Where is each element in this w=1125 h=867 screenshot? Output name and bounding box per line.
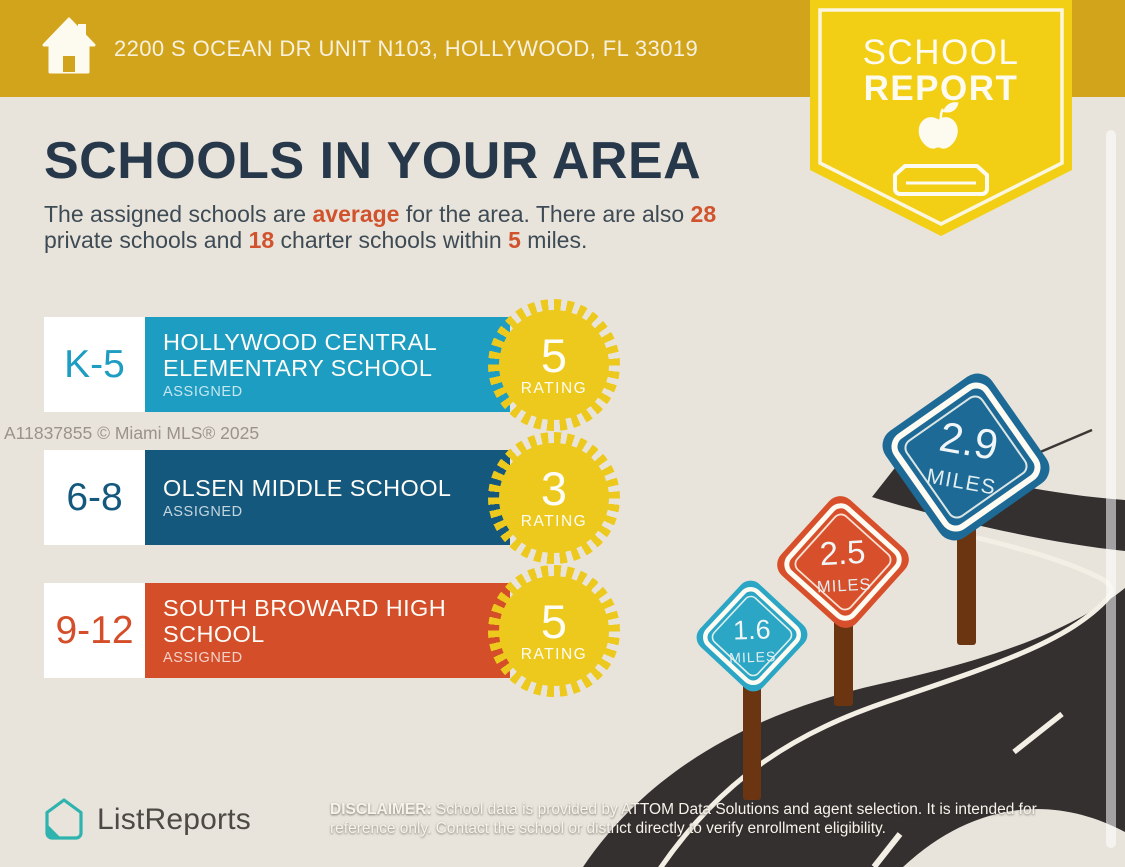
grade-range: 6-8 — [44, 450, 145, 545]
svg-text:MILES: MILES — [729, 648, 777, 666]
starburst-core — [499, 576, 609, 686]
school-row-high: 9-12 SOUTH BROWARD HIGH SCHOOL ASSIGNED … — [44, 565, 620, 697]
rating-label: RATING — [520, 380, 588, 397]
school-row-middle: 6-8 OLSEN MIDDLE SCHOOL ASSIGNED 3 RATIN… — [44, 432, 620, 564]
rating-number: 3 — [540, 462, 568, 515]
school-report-ribbon: SCHOOL REPORT — [810, 0, 1072, 236]
road-dash-2 — [1012, 711, 1064, 755]
rating-label: RATING — [520, 513, 588, 530]
disclaimer: DISCLAIMER: School data is provided by A… — [330, 801, 1037, 837]
sign-post-3 — [957, 460, 976, 645]
ribbon-line2: REPORT — [864, 69, 1019, 108]
svg-text:MILES: MILES — [817, 576, 872, 597]
mls-watermark: A11837855 © Miami MLS® 2025 — [4, 423, 260, 443]
grade-range: K-5 — [44, 317, 145, 412]
road-upper — [872, 455, 1125, 551]
rating-badge: 5 RATING — [488, 299, 620, 431]
rating-label: RATING — [520, 646, 588, 663]
school-status: ASSIGNED — [163, 384, 243, 401]
brand-name: ListReports — [97, 803, 251, 836]
property-address: 2200 S OCEAN DR UNIT N103, HOLLYWOOD, FL… — [114, 35, 699, 61]
sign-post-1 — [743, 640, 761, 800]
school-status: ASSIGNED — [163, 504, 243, 521]
school-name: SOUTH BROWARD HIGH SCHOOL — [163, 594, 447, 647]
school-bar: OLSEN MIDDLE SCHOOL ASSIGNED — [145, 450, 510, 545]
sign-post-2 — [834, 565, 853, 706]
home-icon — [42, 17, 96, 74]
school-status: ASSIGNED — [163, 650, 243, 667]
school-bar: SOUTH BROWARD HIGH SCHOOL ASSIGNED — [145, 583, 510, 678]
highlight-miles: 5 — [508, 226, 521, 253]
distance-sign-2: 2.5 MILES — [777, 496, 909, 628]
road-far-line — [1011, 428, 1093, 466]
listreports-logo-icon — [45, 798, 83, 840]
disclaimer-label: DISCLAIMER: — [330, 801, 432, 818]
rating-number: 5 — [540, 329, 568, 382]
school-bar: HOLLYWOOD CENTRAL ELEMENTARY SCHOOL ASSI… — [145, 317, 510, 412]
school-name: OLSEN MIDDLE SCHOOL — [163, 474, 452, 501]
school-row-elementary: K-5 HOLLYWOOD CENTRAL ELEMENTARY SCHOOL … — [44, 299, 620, 431]
apple-icon — [918, 102, 959, 149]
scrollbar-thumb[interactable] — [1106, 130, 1116, 848]
distance-sign-3: 2.9 MILES — [882, 373, 1050, 541]
rating-number: 5 — [540, 595, 568, 648]
highlight-private-count: 28 — [690, 201, 717, 227]
school-name: HOLLYWOOD CENTRAL ELEMENTARY SCHOOL — [163, 328, 437, 381]
ribbon-line1: SCHOOL — [863, 33, 1020, 72]
rating-badge: 5 RATING — [488, 565, 620, 697]
page-title: SCHOOLS IN YOUR AREA — [44, 132, 702, 190]
subtitle: The assigned schools are average for the… — [44, 201, 717, 253]
svg-text:MILES: MILES — [925, 465, 998, 500]
highlight-average: average — [312, 201, 400, 227]
rating-badge: 3 RATING — [488, 432, 620, 564]
starburst-core — [499, 310, 609, 420]
grade-range: 9-12 — [44, 583, 145, 678]
book-icon — [893, 164, 989, 196]
svg-text:2.9: 2.9 — [936, 413, 1002, 469]
road-dash-1 — [871, 832, 903, 867]
listreports-logo: ListReports — [44, 797, 251, 843]
svg-text:2.5: 2.5 — [819, 533, 867, 572]
svg-text:1.6: 1.6 — [733, 614, 772, 645]
distance-sign-1: 1.6 MILES — [696, 580, 808, 692]
starburst-core — [499, 443, 609, 553]
highlight-charter-count: 18 — [248, 226, 275, 253]
